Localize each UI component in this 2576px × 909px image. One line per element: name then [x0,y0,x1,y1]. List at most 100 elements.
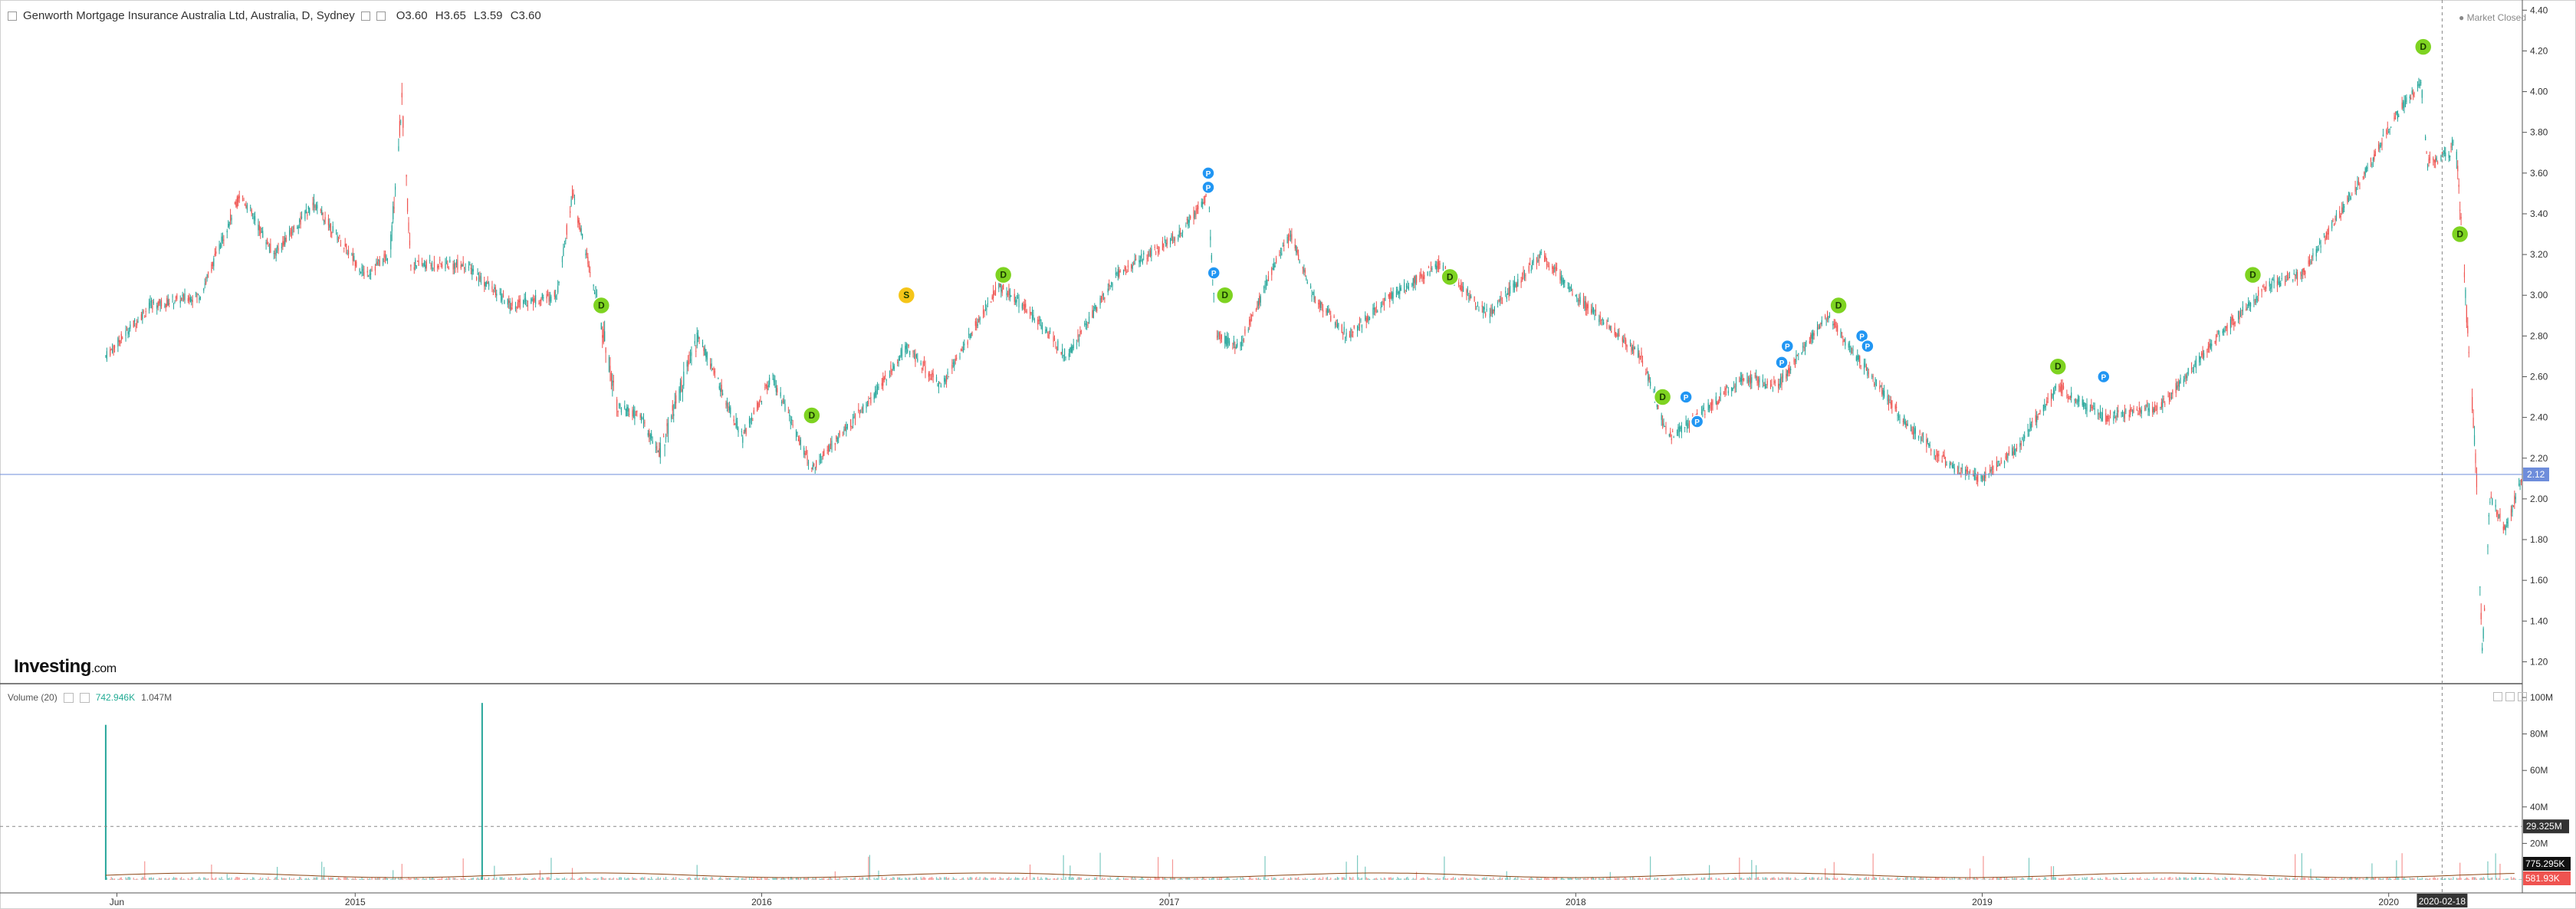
volume-bar [2372,877,2374,880]
candle-body [347,250,350,254]
volume-bar [1181,879,1184,880]
volume-close-icon[interactable] [79,692,90,703]
volume-settings-icon[interactable] [63,692,74,703]
volume-bar [164,878,166,880]
candle-body [2320,245,2321,248]
volume-bar [228,878,230,880]
volume-bar [449,878,451,880]
volume-bar [2089,879,2091,880]
candle-body [231,218,232,220]
symbol-title[interactable]: Genworth Mortgage Insurance Australia Lt… [23,9,355,22]
volume-bar [1656,878,1658,880]
candle-body [688,354,690,356]
time-tick-label: 2016 [751,897,772,907]
candle-body [309,208,310,215]
candle-body [2426,165,2429,169]
candle-body [1389,293,1391,303]
candle-body [1124,267,1125,271]
pane-minimize-icon[interactable] [2505,692,2515,701]
candle-body [1483,306,1484,313]
volume-bar [1180,877,1181,880]
volume-bar [969,877,971,880]
volume-bar [986,878,987,880]
candle-body [1165,243,1167,247]
volume-bar [1820,878,1822,880]
candle-body [946,375,948,382]
candle-body [2460,216,2462,219]
candle-body [1528,266,1530,272]
settings-icon[interactable] [360,11,370,21]
volume-bar [1024,879,1025,880]
candle-body [391,225,393,231]
candle-body [1586,304,1588,310]
candle-body [160,300,163,307]
volume-bar [1338,878,1339,880]
volume-bar [725,877,727,880]
candle-body [1819,326,1821,330]
candle-body [2401,102,2403,109]
volume-bar [2022,878,2024,880]
candle-body [1296,250,1298,254]
volume-bar [430,878,432,880]
volume-bar [394,878,396,880]
price-tick-label: 3.80 [2530,127,2548,138]
event-marker-label: P [1206,184,1211,192]
volume-bar [1373,878,1375,880]
candle-body [1684,427,1686,428]
volume-bar [2467,878,2469,880]
candle-body [2152,406,2154,413]
volume-bar [496,877,498,880]
volume-bar [540,879,542,880]
volume-bar [1334,878,1336,880]
volume-bar [335,878,337,880]
candle-body [258,225,260,231]
volume-bar [1211,878,1212,880]
candle-body [472,269,474,272]
candle-body [1132,265,1133,270]
volume-bar [413,878,415,880]
volume-bar [703,877,705,880]
volume-bar [1685,878,1687,880]
volume-bar [2020,878,2022,880]
volume-bar [616,878,618,880]
candle-body [2030,423,2032,428]
volume-bar [1388,877,1389,880]
candle-body [939,382,941,383]
candle-body [1951,465,1953,468]
volume-bar [1684,877,1686,880]
candle-body [780,392,781,397]
volume-bar [1326,877,1328,880]
volume-bar [734,878,736,880]
candle-body [2154,404,2156,412]
volume-bar [748,877,751,880]
volume-bar [182,878,185,880]
volume-bar [1208,878,1211,880]
volume-bar [1131,877,1132,880]
pane-close-icon[interactable] [2518,692,2527,701]
candle-body [2261,288,2262,292]
volume-bar [706,878,708,880]
volume-bar [912,878,914,880]
volume-bar [1533,879,1534,880]
volume-bar [1595,878,1597,880]
candle-body [1382,302,1384,304]
event-marker-label: D [1659,392,1666,402]
candle-body [2066,395,2068,397]
volume-bar [339,878,340,880]
volume-bar [120,877,122,880]
candle-body [784,403,786,411]
close-icon[interactable] [376,11,386,21]
volume-bar [1625,878,1627,880]
volume-bar [1415,871,1418,880]
candle-body [2308,260,2309,264]
volume-bar [136,878,138,880]
collapse-icon[interactable] [8,11,17,21]
candle-body [502,294,504,297]
pane-maximize-icon[interactable] [2493,692,2502,701]
candle-body [984,304,987,306]
volume-bar [1389,877,1391,880]
volume-bar [282,878,284,880]
volume-label[interactable]: Volume (20) [8,692,58,703]
candle-body [866,404,869,406]
